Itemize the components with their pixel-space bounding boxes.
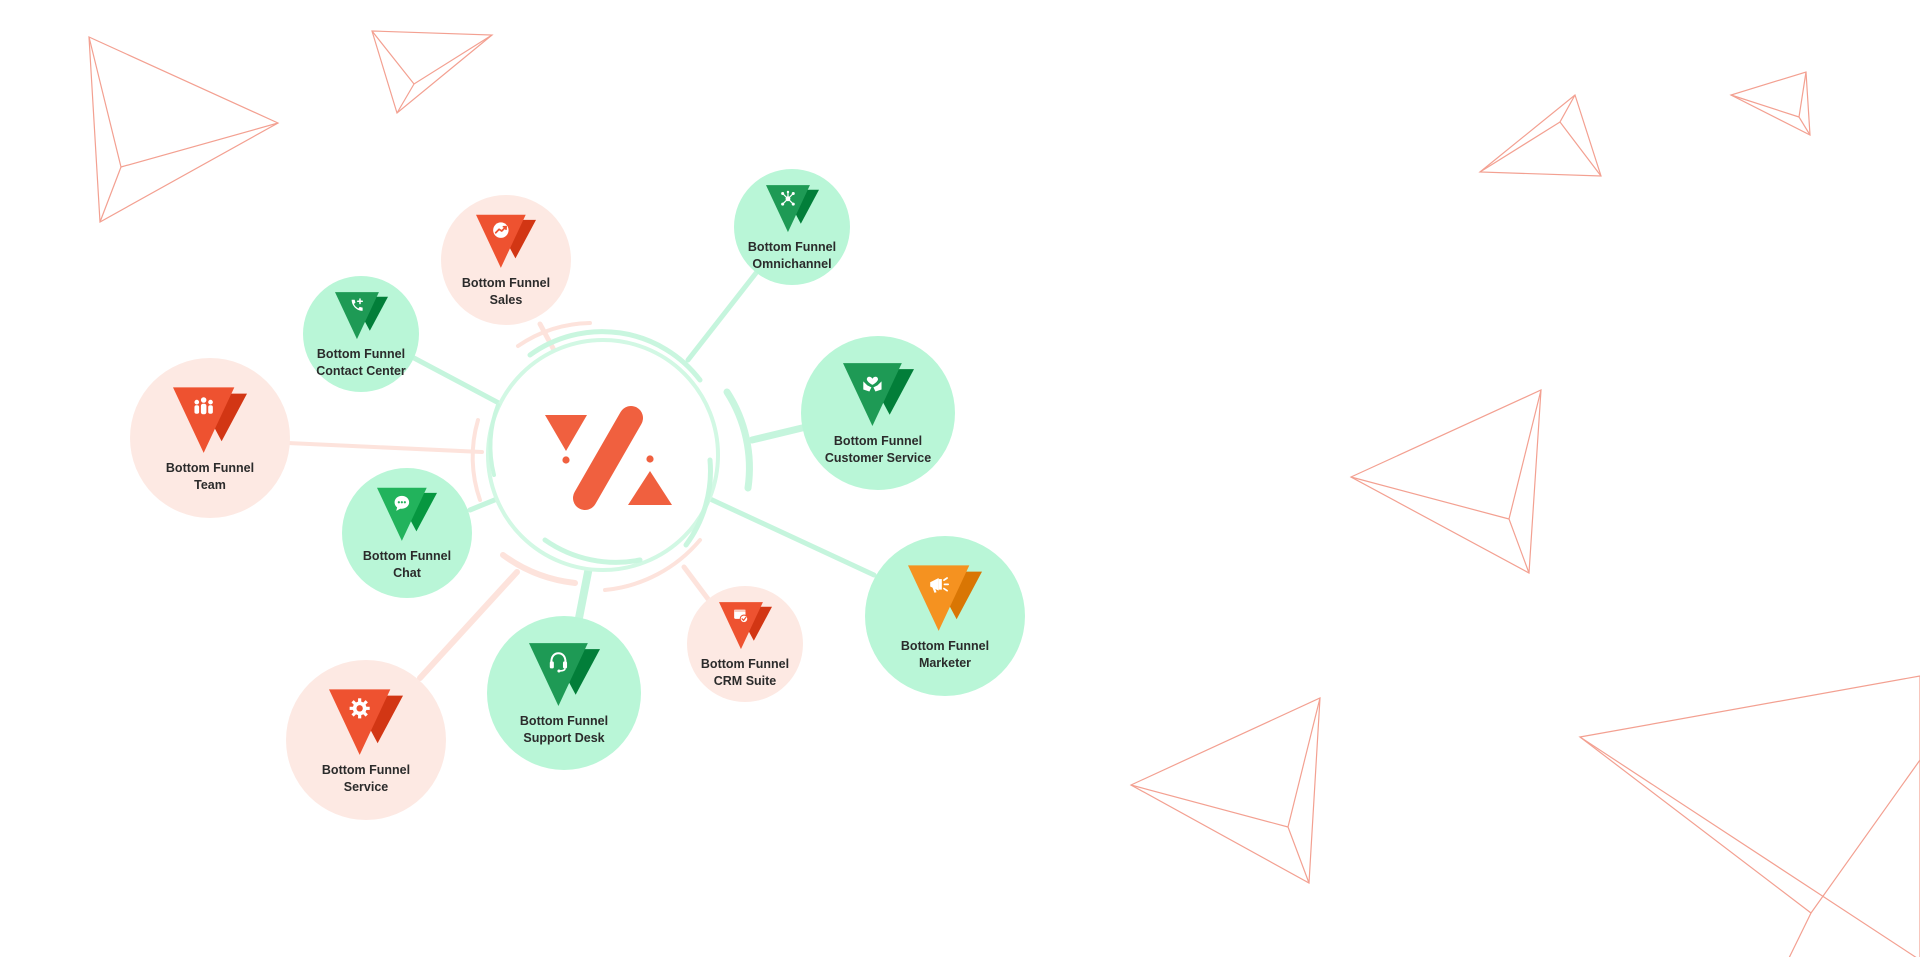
node-label-line1: Bottom Funnel: [316, 346, 406, 361]
node-chat[interactable]: Bottom Funnel Chat: [342, 468, 472, 598]
link-support-desk: [575, 563, 593, 622]
node-label-line2: Support Desk: [523, 731, 605, 745]
link-sales: [537, 321, 558, 355]
node-label-line2: Service: [343, 779, 389, 794]
node-label-line1: Bottom Funnel: [321, 762, 411, 777]
node-customer-service[interactable]: Bottom Funnel Customer Service: [801, 336, 955, 490]
gear-icon: [329, 688, 403, 755]
team-people-icon: [173, 386, 247, 453]
node-label-line2: Marketer: [918, 655, 972, 670]
link-customer-service: [748, 424, 806, 444]
node-label: Bottom Funnel Marketer: [901, 638, 989, 672]
link-chat: [467, 496, 500, 513]
node-label-line2: Chat: [393, 566, 421, 580]
link-team: [286, 441, 484, 454]
node-label-line1: Bottom Funnel: [362, 549, 452, 563]
headset-icon: [528, 643, 600, 706]
node-label-line1: Bottom Funnel: [747, 239, 837, 254]
node-label: Bottom Funnel Support Desk: [520, 713, 608, 747]
node-label: Bottom Funnel Service: [322, 762, 410, 796]
node-label: Bottom Funnel CRM Suite: [701, 656, 789, 690]
trending-chart-icon: [476, 214, 536, 268]
node-label: Bottom Funnel Omnichannel: [748, 239, 836, 273]
link-crm-suite: [681, 564, 711, 602]
crm-browser-icon: [718, 601, 772, 649]
node-crm-suite[interactable]: Bottom Funnel CRM Suite: [687, 586, 803, 702]
link-marketer: [705, 495, 877, 578]
heart-hands-icon: [842, 363, 914, 426]
node-label-line2: Contact Center: [316, 363, 406, 378]
node-label-line1: Bottom Funnel: [519, 714, 609, 728]
chat-bubble-icon: [377, 487, 437, 541]
node-label-line2: Sales: [489, 293, 523, 307]
node-label-line2: Team: [194, 477, 226, 492]
link-service: [417, 569, 520, 681]
node-label-line1: Bottom Funnel: [461, 276, 551, 290]
node-support-desk[interactable]: Bottom Funnel Support Desk: [487, 616, 641, 770]
node-label: Bottom Funnel Contact Center: [316, 346, 406, 380]
node-label-line2: Customer Service: [824, 451, 932, 465]
node-label-line1: Bottom Funnel: [165, 460, 255, 475]
node-omnichannel[interactable]: Bottom Funnel Omnichannel: [734, 169, 850, 285]
network-hub-icon: [765, 184, 819, 232]
megaphone-icon: [908, 564, 982, 631]
node-contact-center[interactable]: Bottom Funnel Contact Center: [303, 276, 419, 392]
node-label-line2: CRM Suite: [713, 673, 777, 688]
link-omnichannel: [685, 270, 759, 363]
node-label: Bottom Funnel Sales: [462, 275, 550, 309]
node-label-line1: Bottom Funnel: [900, 638, 990, 653]
node-marketer[interactable]: Bottom Funnel Marketer: [865, 536, 1025, 696]
node-label: Bottom Funnel Customer Service: [825, 433, 931, 467]
node-label-line2: Omnichannel: [752, 256, 832, 271]
bottom-funnel-logo: [545, 406, 672, 510]
node-service[interactable]: Bottom Funnel Service: [286, 660, 446, 820]
node-label: Bottom Funnel Chat: [363, 548, 451, 582]
phone-plus-icon: [334, 291, 388, 339]
node-label-line1: Bottom Funnel: [833, 434, 923, 448]
node-label-line1: Bottom Funnel: [700, 656, 790, 671]
node-sales[interactable]: Bottom Funnel Sales: [441, 195, 571, 325]
link-contact-center: [411, 355, 515, 413]
node-team[interactable]: Bottom Funnel Team: [130, 358, 290, 518]
node-label: Bottom Funnel Team: [166, 460, 254, 494]
